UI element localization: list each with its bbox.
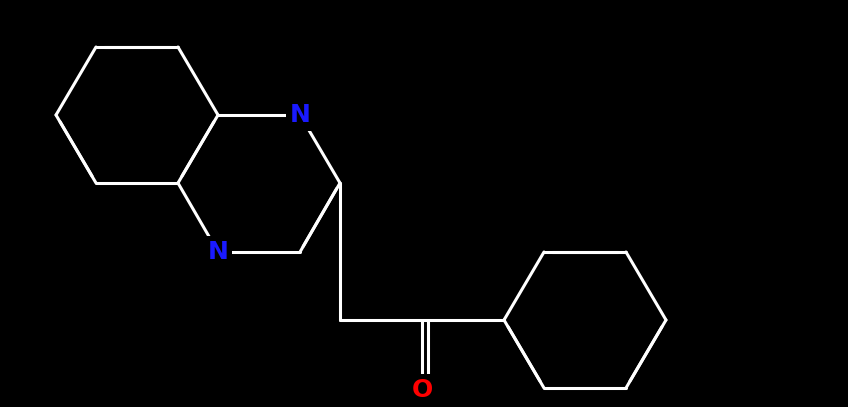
Text: N: N <box>289 103 310 127</box>
Text: N: N <box>208 240 228 264</box>
Text: O: O <box>411 378 432 402</box>
